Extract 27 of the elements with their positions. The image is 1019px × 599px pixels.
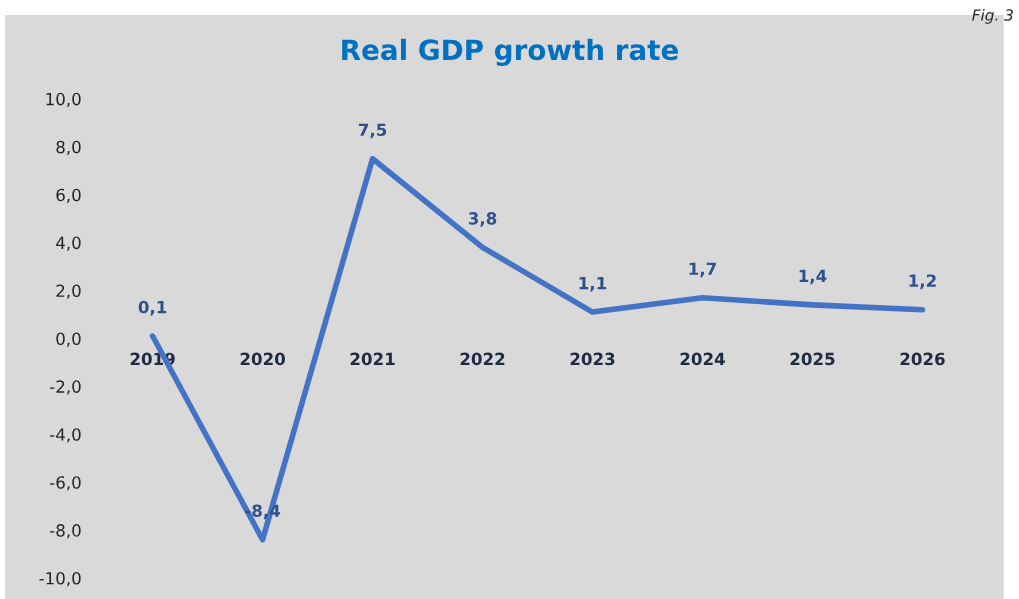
data-label: 1,2: [909, 274, 936, 290]
data-label: 1,4: [799, 269, 827, 285]
y-tick-label: -8,0: [50, 524, 81, 539]
y-tick-label: -10,0: [39, 572, 81, 587]
y-tick-label: -2,0: [50, 380, 81, 395]
data-label: 0,1: [138, 300, 167, 316]
x-tick-label: 2022: [460, 352, 505, 366]
x-tick-label: 2023: [570, 352, 615, 366]
y-tick-label: 10,0: [46, 92, 81, 108]
x-tick-label: 2025: [790, 352, 835, 366]
data-label: 3,8: [468, 212, 497, 227]
y-tick-label: 0,0: [56, 332, 81, 347]
chart-title: Real GDP growth rate: [342, 38, 678, 66]
y-tick-label: 4,0: [56, 236, 81, 251]
caption: Fig. 3: [972, 8, 1013, 24]
data-label: 1,1: [579, 277, 607, 292]
x-tick-label: 2021: [350, 352, 395, 366]
x-tick-label: 2024: [680, 352, 725, 366]
x-tick-label: 2026: [900, 352, 945, 366]
y-tick-label: 6,0: [56, 188, 81, 203]
y-tick-label: 2,0: [56, 284, 81, 299]
y-tick-label: -6,0: [50, 476, 81, 491]
y-tick-label: -4,0: [50, 428, 81, 443]
y-tick-label: 8,0: [56, 140, 81, 156]
x-tick-label: 2020: [240, 352, 285, 366]
data-label: 7,5: [358, 123, 387, 139]
data-label: 1,7: [689, 262, 716, 278]
